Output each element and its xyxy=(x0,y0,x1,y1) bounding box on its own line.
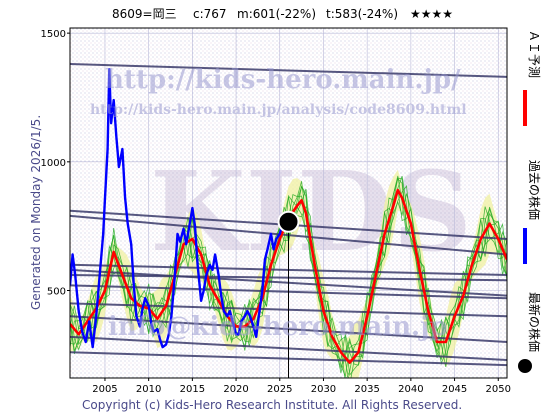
legend: ＡＩ予測 過去の株価 最新の株価 xyxy=(518,30,542,373)
x-axis: 2005 2010 2015 2020 2025 2030 2035 2040 2045 2050 xyxy=(92,378,511,395)
y-axis: 500 1000 1500 xyxy=(41,29,70,298)
y-tick-label: 500 xyxy=(47,287,66,298)
watermark-url: http://kids-hero.main.jp/ xyxy=(105,65,461,95)
mid-target-label: m:601(-22%) xyxy=(237,7,316,21)
legend-latest-label: 最新の株価 xyxy=(527,292,542,352)
watermark-email: info@kids-hero.main.jp xyxy=(108,312,448,342)
x-tick-label: 2015 xyxy=(180,384,205,395)
legend-latest-marker xyxy=(518,359,532,373)
x-tick-label: 2025 xyxy=(267,384,292,395)
ai-forecast-line xyxy=(70,188,507,364)
x-tick-label: 2010 xyxy=(136,384,161,395)
y-tick-label: 1500 xyxy=(41,29,66,40)
x-tick-label: 2030 xyxy=(311,384,336,395)
plot-frame xyxy=(69,27,508,379)
series-layer xyxy=(70,68,507,378)
legend-ai-label: ＡＩ予測 xyxy=(527,30,541,78)
legend-ai-swatch xyxy=(523,90,527,126)
stock-code-label: 8609=岡三 xyxy=(112,7,177,21)
rating-stars: ★★★★ xyxy=(410,7,453,21)
past-price-line xyxy=(70,68,290,349)
watermark-analysis-url: http://kids-hero.main.jp/analysis/code86… xyxy=(90,102,467,118)
latest-price-marker xyxy=(277,210,300,233)
trend-line xyxy=(70,63,507,78)
copyright-footer: Copyright (c) Kids-Hero Research Institu… xyxy=(82,398,462,412)
x-tick-label: 2005 xyxy=(92,384,117,395)
legend-past-swatch xyxy=(523,228,527,264)
x-tick-label: 2020 xyxy=(223,384,248,395)
x-tick-label: 2035 xyxy=(354,384,379,395)
x-tick-label: 2040 xyxy=(398,384,423,395)
legend-past-label: 過去の株価 xyxy=(527,160,542,220)
target-price-label: t:583(-24%) xyxy=(326,7,398,21)
x-tick-label: 2050 xyxy=(486,384,511,395)
y-tick-label: 1000 xyxy=(41,158,66,169)
current-price-label: c:767 xyxy=(193,7,227,21)
generated-date-label: Generated on Monday 2026/1/5. xyxy=(29,115,43,310)
x-tick-label: 2045 xyxy=(442,384,467,395)
